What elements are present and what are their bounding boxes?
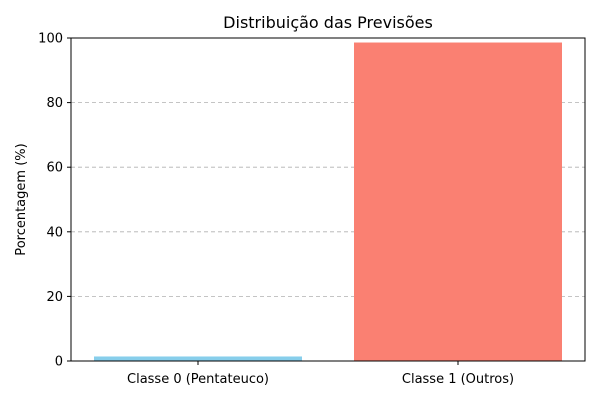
plot-frame (70, 37, 586, 362)
y-tick-label: 60 (46, 161, 63, 176)
x-tick-label: Classe 0 (Pentateuco) (127, 372, 269, 387)
y-tick-label: 0 (55, 355, 63, 370)
bars (94, 42, 562, 361)
y-tick-label: 100 (38, 32, 63, 47)
bar-0 (94, 356, 302, 361)
y-axis-label: Porcentagem (%) (14, 143, 29, 255)
y-axis-ticks: 0 20 40 60 80 100 (38, 32, 71, 370)
bar-1 (354, 42, 562, 361)
y-tick-label: 40 (46, 225, 63, 240)
x-tick-label: Classe 1 (Outros) (402, 372, 514, 387)
x-axis-ticks: Classe 0 (Pentateuco) Classe 1 (Outros) (127, 361, 514, 387)
chart-title: Distribuição das Previsões (223, 13, 433, 32)
y-tick-label: 20 (46, 290, 63, 305)
y-tick-label: 80 (46, 96, 63, 111)
